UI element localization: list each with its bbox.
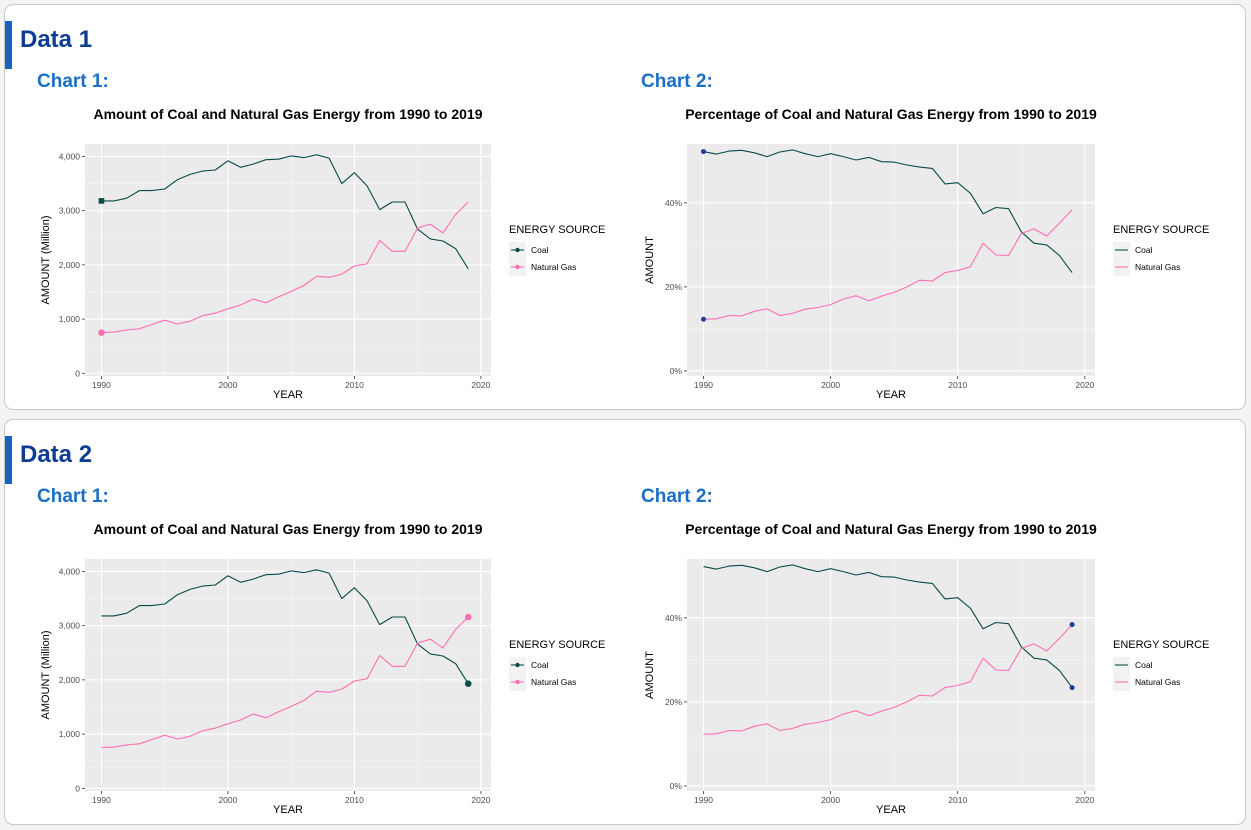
x-tick-label: 2000 bbox=[821, 380, 840, 390]
y-tick-label: 0% bbox=[670, 366, 683, 376]
y-tick-label: 2,000 bbox=[59, 260, 81, 270]
legend-item-label: Coal bbox=[531, 245, 549, 255]
legend-key-point bbox=[515, 679, 520, 685]
y-axis-label: AMOUNT bbox=[644, 651, 656, 699]
plot-background bbox=[85, 559, 491, 791]
x-tick-label: 2020 bbox=[471, 795, 490, 805]
percentage-line-chart: Percentage of Coal and Natural Gas Energ… bbox=[644, 521, 1209, 816]
legend-key-point bbox=[515, 662, 520, 668]
amount-line-chart: Amount of Coal and Natural Gas Energy fr… bbox=[40, 521, 605, 816]
x-tick-label: 2000 bbox=[218, 795, 237, 805]
y-tick-label: 40% bbox=[665, 198, 682, 208]
plot-background bbox=[687, 559, 1095, 791]
x-tick-label: 1990 bbox=[92, 380, 111, 390]
highlight-point-natural-gas bbox=[464, 613, 472, 621]
x-tick-label: 2010 bbox=[948, 795, 967, 805]
series-line-natural-gas bbox=[101, 616, 469, 749]
legend-item-label: Natural Gas bbox=[531, 677, 576, 687]
y-tick-label: 4,000 bbox=[59, 566, 81, 576]
x-axis-label: YEAR bbox=[273, 389, 303, 401]
plot-background bbox=[85, 144, 491, 376]
panel-accent-bar bbox=[5, 21, 12, 69]
panel-title: Data 1 bbox=[20, 26, 93, 53]
y-tick-label: 20% bbox=[665, 282, 682, 292]
x-axis-label: YEAR bbox=[876, 389, 906, 401]
panel-accent-bar bbox=[5, 436, 12, 484]
legend-item-label: Coal bbox=[1135, 660, 1153, 670]
legend-item-label: Natural Gas bbox=[1135, 262, 1180, 272]
chart-label: Chart 2: bbox=[641, 486, 713, 507]
chart-title: Amount of Coal and Natural Gas Energy fr… bbox=[94, 521, 483, 537]
series-line-natural-gas bbox=[703, 209, 1073, 320]
amount-line-chart: Amount of Coal and Natural Gas Energy fr… bbox=[40, 106, 605, 401]
series-line-coal bbox=[101, 154, 469, 269]
x-tick-label: 2010 bbox=[345, 380, 364, 390]
legend-item-label: Coal bbox=[531, 660, 549, 670]
chart-title: Percentage of Coal and Natural Gas Energ… bbox=[685, 521, 1097, 537]
legend-title: ENERGY SOURCE bbox=[509, 639, 605, 651]
x-axis-label: YEAR bbox=[876, 804, 906, 816]
y-tick-label: 2,000 bbox=[59, 675, 81, 685]
y-tick-label: 40% bbox=[665, 613, 682, 623]
y-tick-label: 20% bbox=[665, 697, 682, 707]
y-tick-label: 3,000 bbox=[59, 206, 81, 216]
legend-item-label: Natural Gas bbox=[531, 262, 576, 272]
y-tick-label: 1,000 bbox=[59, 729, 81, 739]
series-line-natural-gas bbox=[703, 624, 1073, 735]
chart-title: Percentage of Coal and Natural Gas Energ… bbox=[685, 106, 1097, 122]
legend-key-point bbox=[515, 247, 520, 253]
highlight-point-coal bbox=[464, 680, 472, 687]
y-tick-label: 0% bbox=[670, 781, 683, 791]
panel-title: Data 2 bbox=[20, 441, 93, 468]
y-tick-label: 1,000 bbox=[59, 314, 81, 324]
data-panel-2: Data 2 Chart 1: Chart 2: Amount of Coal … bbox=[4, 419, 1246, 825]
highlight-point-coal bbox=[1069, 685, 1075, 691]
chart-title: Amount of Coal and Natural Gas Energy fr… bbox=[94, 106, 483, 122]
legend-title: ENERGY SOURCE bbox=[1113, 224, 1209, 236]
x-tick-label: 2020 bbox=[1075, 380, 1094, 390]
highlight-point-coal bbox=[701, 149, 707, 155]
x-tick-label: 1990 bbox=[92, 795, 111, 805]
highlight-point-coal bbox=[98, 198, 105, 204]
series-line-coal bbox=[703, 149, 1073, 273]
data-panel-1: Data 1 Chart 1: Chart 2: Amount of Coal … bbox=[4, 4, 1246, 410]
highlight-point-natural-gas bbox=[701, 316, 707, 322]
legend-title: ENERGY SOURCE bbox=[509, 224, 605, 236]
x-axis-label: YEAR bbox=[273, 804, 303, 816]
x-tick-label: 1990 bbox=[694, 795, 713, 805]
legend-item-label: Coal bbox=[1135, 245, 1153, 255]
x-tick-label: 2000 bbox=[218, 380, 237, 390]
x-tick-label: 2020 bbox=[471, 380, 490, 390]
chart-label: Chart 1: bbox=[37, 486, 109, 507]
legend-title: ENERGY SOURCE bbox=[1113, 639, 1209, 651]
y-axis-label: AMOUNT bbox=[644, 236, 656, 284]
y-tick-label: 0 bbox=[75, 368, 80, 378]
plot-background bbox=[687, 144, 1095, 376]
y-tick-label: 0 bbox=[75, 783, 80, 793]
y-axis-label: AMOUNT (Million) bbox=[40, 215, 52, 304]
y-tick-label: 3,000 bbox=[59, 621, 81, 631]
y-tick-label: 4,000 bbox=[59, 151, 81, 161]
percentage-line-chart: Percentage of Coal and Natural Gas Energ… bbox=[644, 106, 1209, 401]
legend-key-point bbox=[515, 264, 520, 270]
y-axis-label: AMOUNT (Million) bbox=[40, 630, 52, 719]
highlight-point-natural-gas bbox=[98, 329, 105, 336]
chart-label: Chart 2: bbox=[641, 71, 713, 92]
x-tick-label: 2010 bbox=[345, 795, 364, 805]
series-line-coal bbox=[703, 564, 1073, 688]
highlight-point-natural-gas bbox=[1069, 622, 1075, 628]
legend-item-label: Natural Gas bbox=[1135, 677, 1180, 687]
x-tick-label: 1990 bbox=[694, 380, 713, 390]
x-tick-label: 2010 bbox=[948, 380, 967, 390]
x-tick-label: 2000 bbox=[821, 795, 840, 805]
x-tick-label: 2020 bbox=[1075, 795, 1094, 805]
chart-label: Chart 1: bbox=[37, 71, 109, 92]
series-line-natural-gas bbox=[101, 201, 469, 334]
series-line-coal bbox=[101, 569, 469, 684]
